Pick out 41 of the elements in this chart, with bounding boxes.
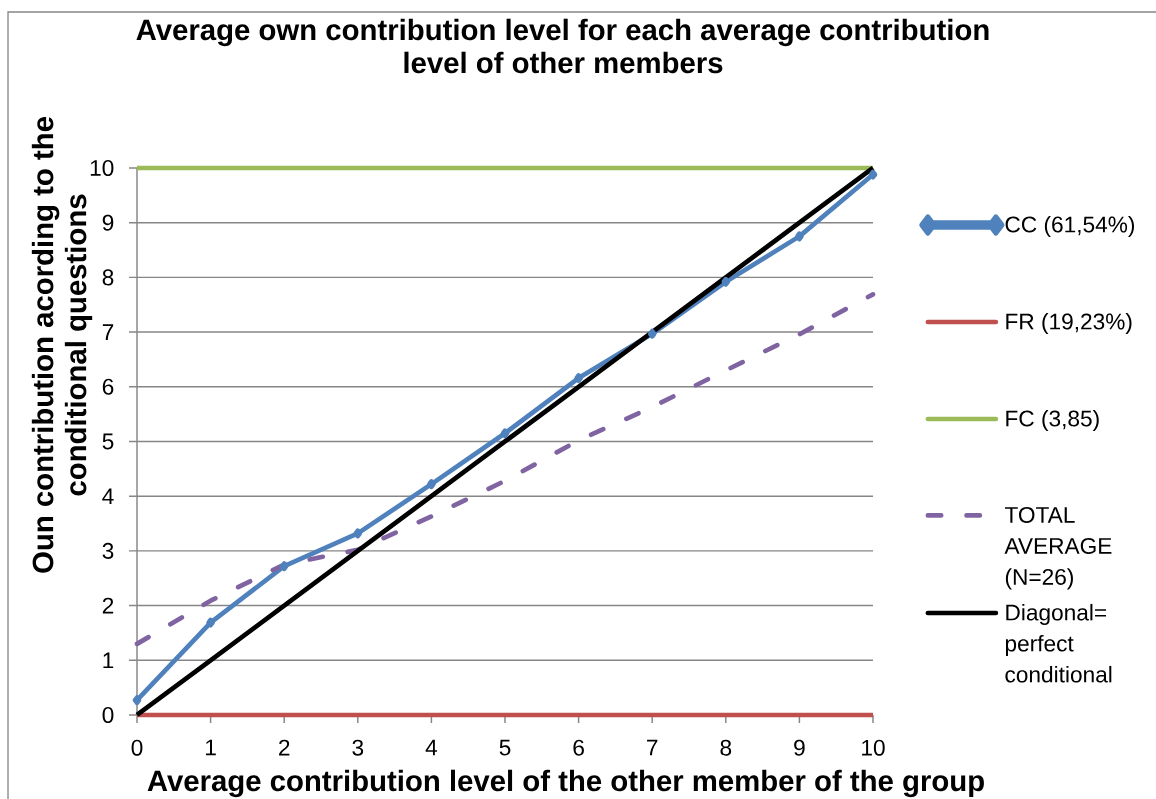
- y-tick-label: 6: [102, 378, 114, 395]
- point: [721, 276, 731, 287]
- point: [500, 428, 510, 439]
- point: [279, 561, 289, 572]
- y-tick-label: 10: [90, 159, 114, 177]
- y-tick-label: 1: [103, 652, 114, 669]
- line-series: [134, 292, 876, 647]
- x-tick-label: 0: [131, 739, 143, 756]
- x-tick-label: 7: [647, 739, 658, 756]
- point: [427, 479, 436, 490]
- y-tick-label: 8: [102, 269, 114, 286]
- x-tick-label: 1: [206, 739, 216, 756]
- y-tick-label: 9: [102, 214, 114, 231]
- x-tick-label: 3: [352, 739, 364, 756]
- point: [574, 373, 583, 384]
- point: [132, 695, 142, 706]
- x-axis-title: Average contribution level of the other member of the group: [147, 769, 984, 798]
- point: [647, 328, 657, 339]
- x-tick-label: 8: [720, 739, 732, 756]
- x-tick-label: 4: [425, 739, 438, 756]
- point: [868, 169, 878, 180]
- point: [353, 528, 363, 539]
- y-tick-label: 2: [102, 597, 114, 614]
- legend-label: FC (3,85): [1006, 409, 1099, 432]
- y-tick-label: 3: [102, 542, 114, 559]
- legend-label: TOTAL AVERAGE (N=26): [1004, 506, 1112, 590]
- legend-label: FR (19,23%): [1006, 312, 1132, 335]
- point: [795, 231, 804, 242]
- x-tick-label: 10: [862, 739, 885, 756]
- y-tick-label: 5: [102, 433, 114, 450]
- y-tick-label: 0: [102, 706, 114, 724]
- y-tick-label: 7: [102, 324, 114, 340]
- point: [206, 617, 215, 628]
- y-tick-label: 4: [102, 488, 114, 504]
- chart-title: Average own contribution level for each average contribution level of other members: [136, 18, 989, 74]
- x-tick-label: 9: [794, 739, 805, 756]
- legend-label: Diagonal= perfect conditional: [1005, 603, 1112, 683]
- x-tick-label: 6: [573, 739, 584, 756]
- legend-label: CC (61,54%): [1005, 215, 1135, 238]
- x-tick-label: 2: [279, 739, 290, 756]
- x-tick-label: 5: [499, 739, 511, 756]
